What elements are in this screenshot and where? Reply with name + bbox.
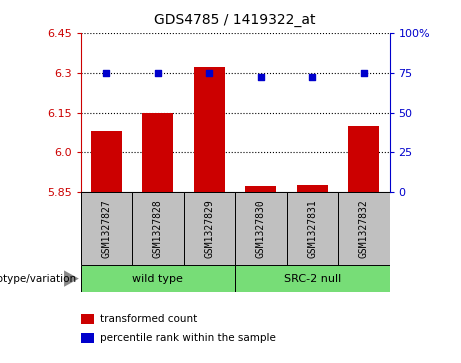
Text: percentile rank within the sample: percentile rank within the sample [100,333,276,343]
Bar [297,185,328,192]
Text: GSM1327832: GSM1327832 [359,199,369,258]
FancyBboxPatch shape [81,192,132,265]
Bar [81,314,94,324]
FancyBboxPatch shape [235,265,390,292]
Point [360,70,367,76]
Bar [142,113,173,192]
Title: GDS4785 / 1419322_at: GDS4785 / 1419322_at [154,13,316,28]
Point [154,70,161,76]
FancyBboxPatch shape [287,192,338,265]
Point [206,70,213,76]
FancyBboxPatch shape [132,192,183,265]
Text: GSM1327827: GSM1327827 [101,199,112,258]
Text: genotype/variation: genotype/variation [0,274,76,284]
Text: GSM1327831: GSM1327831 [307,199,317,258]
Text: transformed count: transformed count [100,314,197,324]
FancyBboxPatch shape [235,192,287,265]
Bar [91,131,122,192]
Bar [194,67,225,192]
Bar [81,333,94,343]
Polygon shape [64,270,79,287]
FancyBboxPatch shape [183,192,235,265]
FancyBboxPatch shape [81,265,235,292]
Point [257,74,265,80]
FancyBboxPatch shape [338,192,390,265]
Bar [245,186,276,192]
Text: wild type: wild type [132,274,183,284]
Text: SRC-2 null: SRC-2 null [284,274,341,284]
Point [308,74,316,80]
Bar [349,126,379,192]
Point [103,70,110,76]
Text: GSM1327830: GSM1327830 [256,199,266,258]
Text: GSM1327828: GSM1327828 [153,199,163,258]
Text: GSM1327829: GSM1327829 [204,199,214,258]
